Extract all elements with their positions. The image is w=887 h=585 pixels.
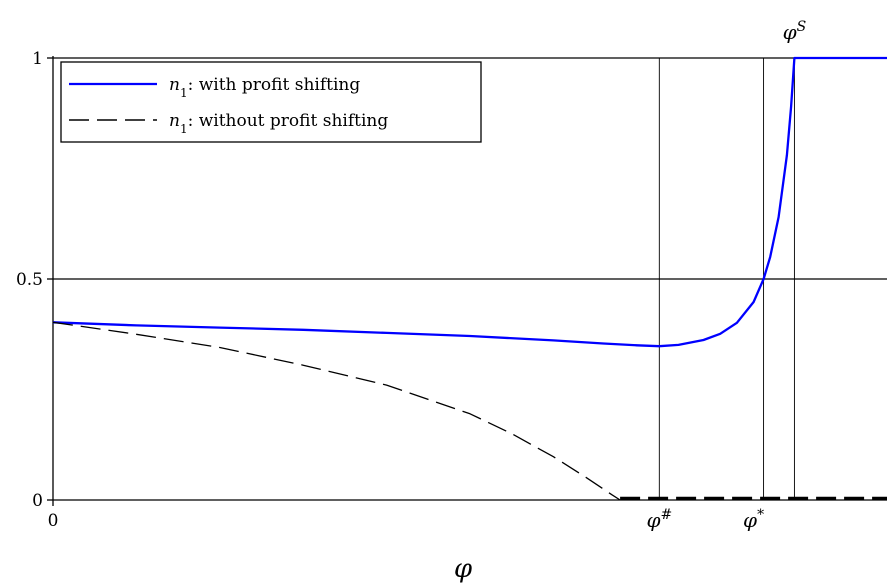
legend-box: [60, 61, 482, 143]
vline-label-0: φ#: [646, 507, 672, 532]
y-tick-label-2: 1: [32, 49, 43, 69]
legend-label-0: n1: with profit shifting: [169, 75, 360, 100]
legend-label-1: n1: without profit shifting: [169, 111, 388, 136]
vline-label-1: φ*: [743, 507, 764, 532]
x-axis-label: φ: [454, 554, 473, 584]
plot-area: 0 0.5 1 0 φ φ# φ* φS: [16, 19, 887, 584]
series-line-1: [52, 321, 621, 501]
y-tick-label-1: 0.5: [16, 270, 43, 290]
series-line-0: [52, 56, 887, 348]
y-tick-label-0: 0: [32, 491, 43, 511]
x-tick-label-0: 0: [48, 511, 59, 531]
vline-label-2: φS: [783, 19, 807, 44]
legend: n1: with profit shifting n1: without prof…: [60, 61, 482, 143]
